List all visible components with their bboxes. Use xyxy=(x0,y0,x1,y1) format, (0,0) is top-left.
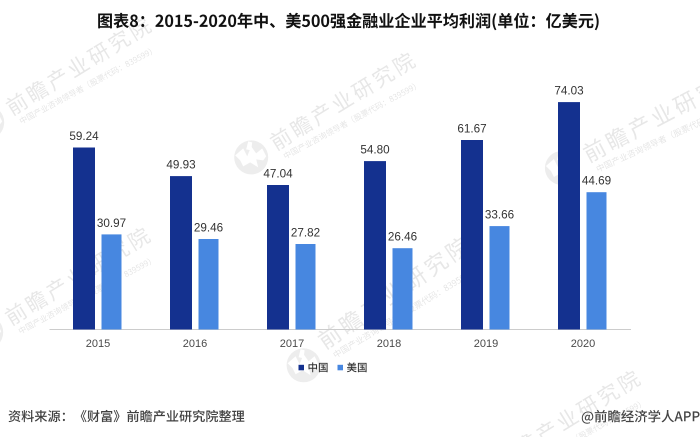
svg-text:47.04: 47.04 xyxy=(263,167,293,180)
svg-text:2016: 2016 xyxy=(183,338,207,350)
svg-text:59.24: 59.24 xyxy=(69,130,99,143)
svg-text:74.03: 74.03 xyxy=(554,85,583,98)
svg-text:33.66: 33.66 xyxy=(485,209,514,222)
svg-text:27.82: 27.82 xyxy=(291,226,320,239)
svg-text:2018: 2018 xyxy=(377,338,401,350)
svg-text:44.69: 44.69 xyxy=(582,175,611,188)
svg-text:61.67: 61.67 xyxy=(457,122,486,135)
svg-text:26.46: 26.46 xyxy=(388,231,417,244)
svg-text:2020: 2020 xyxy=(571,338,595,350)
svg-text:2019: 2019 xyxy=(474,338,498,350)
svg-text:54.80: 54.80 xyxy=(360,144,390,157)
svg-text:2015: 2015 xyxy=(86,338,110,350)
svg-text:2017: 2017 xyxy=(280,338,304,350)
svg-text:29.46: 29.46 xyxy=(194,221,223,234)
svg-text:30.97: 30.97 xyxy=(97,217,126,230)
svg-text:49.93: 49.93 xyxy=(166,159,195,172)
